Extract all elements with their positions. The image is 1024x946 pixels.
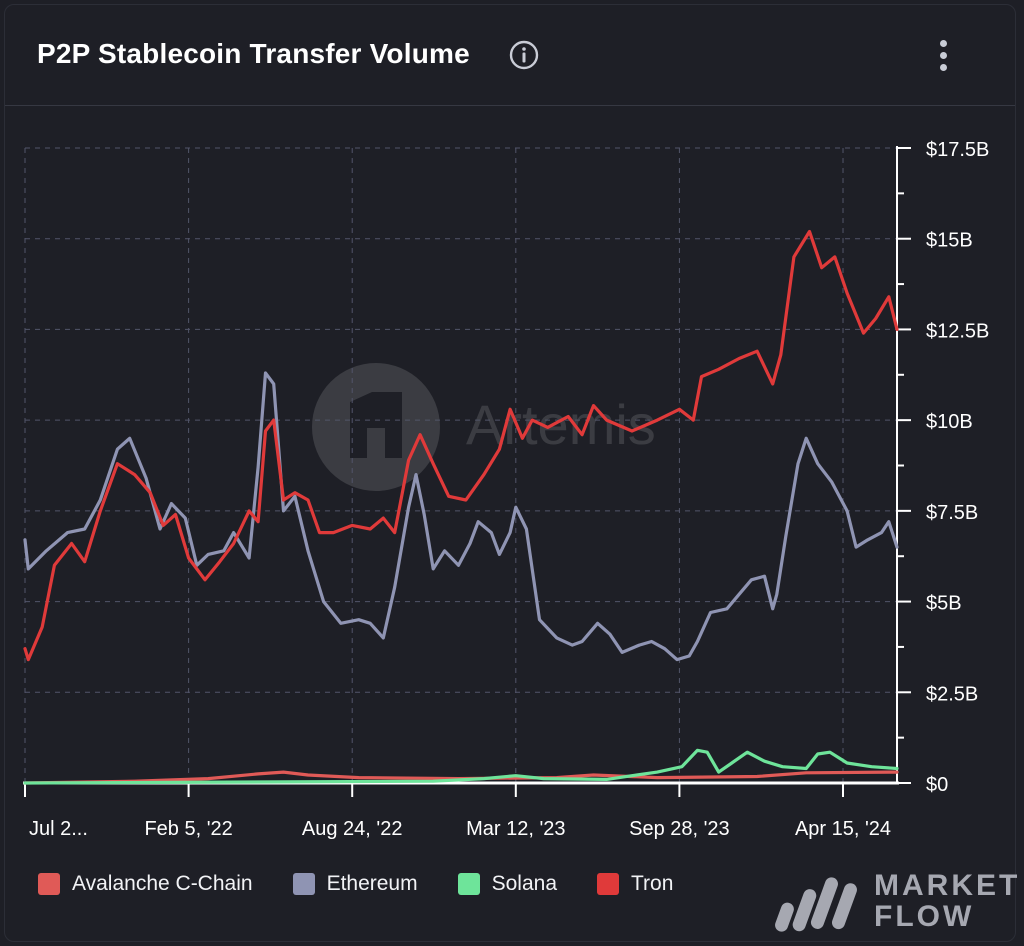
marketflow-logo: MARKET FLOW — [774, 868, 1017, 938]
y-tick-label: $10B — [926, 411, 973, 433]
y-tick-label: $0 — [926, 774, 948, 796]
more-options-icon[interactable] — [929, 37, 959, 73]
info-icon[interactable] — [509, 40, 539, 70]
legend-swatch — [457, 873, 480, 895]
y-tick-label: $2.5B — [926, 683, 978, 705]
marketflow-wordmark: MARKET FLOW — [874, 870, 1020, 932]
chart-title: P2P Stablecoin Transfer Volume — [37, 38, 470, 69]
artemis-watermark-text: Artemis — [466, 393, 656, 456]
artemis-logo-glyph — [350, 392, 402, 458]
brand-line-1: MARKET — [874, 869, 1021, 902]
legend-swatch — [38, 873, 60, 895]
chart-card: P2P Stablecoin Transfer Volume — [4, 4, 1016, 942]
x-tick-label: Jul 2... — [29, 818, 88, 840]
y-tick-label: $17.5B — [926, 139, 989, 161]
y-tick-label: $7.5B — [926, 502, 978, 524]
brand-line-2: FLOW — [874, 900, 975, 933]
legend-item-solana[interactable]: Solana — [457, 872, 557, 896]
y-tick-label: $15B — [926, 230, 973, 252]
legend-label: Tron — [631, 872, 674, 895]
x-tick-label: Apr 15, '24 — [795, 818, 891, 840]
y-tick-label: $12.5B — [926, 320, 989, 342]
legend-label: Solana — [491, 872, 557, 895]
chart-legend: Avalanche C-Chain Ethereum Solana Tron — [38, 872, 713, 896]
x-tick-label: Mar 12, '23 — [466, 818, 565, 840]
series-line-ethereum — [23, 371, 899, 662]
legend-swatch — [597, 873, 619, 895]
series-line-avalanche-c-chain — [23, 770, 899, 785]
legend-label: Avalanche C-Chain — [72, 872, 253, 895]
x-tick-label: Aug 24, '22 — [302, 818, 403, 840]
legend-item-ethereum[interactable]: Ethereum — [292, 872, 418, 896]
marketflow-bars-icon — [775, 877, 857, 932]
series-line-solana — [23, 748, 899, 785]
series-line-tron — [23, 229, 899, 662]
legend-item-tron[interactable]: Tron — [597, 872, 673, 896]
legend-label: Ethereum — [326, 872, 418, 895]
x-tick-label: Feb 5, '22 — [144, 818, 232, 840]
line-chart: Artemis $0 $2.5B $5B $7.5B $10B $12.5B $15B $17.… — [23, 139, 989, 840]
legend-item-avalanche-c-chain[interactable]: Avalanche C-Chain — [38, 872, 253, 896]
y-tick-label: $5B — [926, 593, 962, 615]
legend-swatch — [292, 873, 315, 895]
x-tick-label: Sep 28, '23 — [629, 818, 730, 840]
card-header: P2P Stablecoin Transfer Volume — [5, 5, 1015, 106]
